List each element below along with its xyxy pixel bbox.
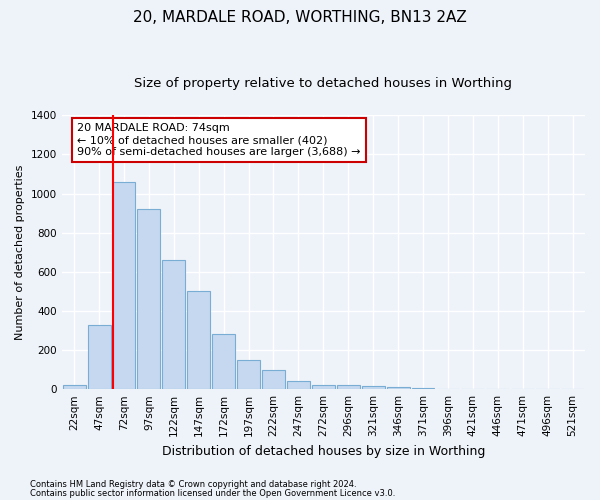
Bar (163, 260, 185, 389)
Bar (237, 360, 260, 389)
Title: Size of property relative to detached houses in Worthing: Size of property relative to detached ho… (134, 78, 512, 90)
Text: 20, MARDALE ROAD, WORTHING, BN13 2AZ: 20, MARDALE ROAD, WORTHING, BN13 2AZ (133, 10, 467, 25)
Bar (262, 370, 285, 389)
X-axis label: Distribution of detached houses by size in Worthing: Distribution of detached houses by size … (161, 444, 485, 458)
Bar (187, 292, 210, 389)
Bar (137, 209, 160, 389)
Bar (412, 388, 434, 389)
Bar (62, 386, 86, 389)
Bar (386, 387, 410, 389)
Bar (312, 386, 335, 389)
Bar (362, 386, 385, 389)
Y-axis label: Number of detached properties: Number of detached properties (15, 164, 25, 340)
Bar (113, 182, 136, 389)
Bar (287, 382, 310, 389)
Text: Contains public sector information licensed under the Open Government Licence v3: Contains public sector information licen… (30, 488, 395, 498)
Bar (212, 334, 235, 389)
Text: Contains HM Land Registry data © Crown copyright and database right 2024.: Contains HM Land Registry data © Crown c… (30, 480, 356, 489)
Text: 20 MARDALE ROAD: 74sqm
← 10% of detached houses are smaller (402)
90% of semi-de: 20 MARDALE ROAD: 74sqm ← 10% of detached… (77, 124, 361, 156)
Bar (88, 324, 110, 389)
Bar (337, 386, 360, 389)
